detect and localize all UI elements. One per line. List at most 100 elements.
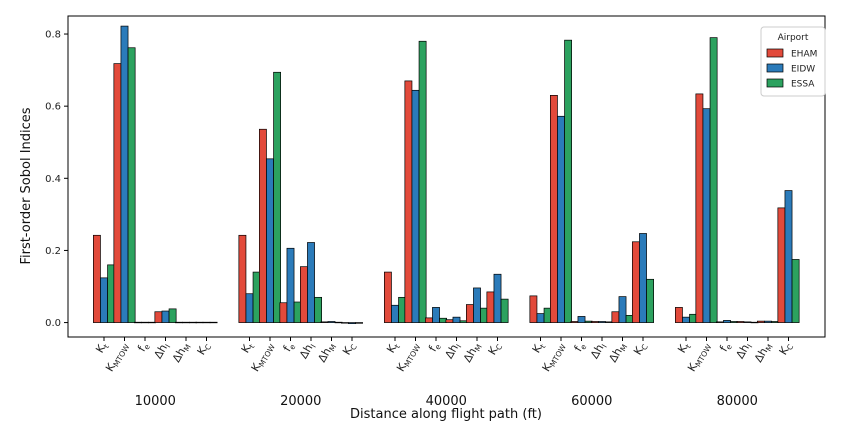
bar-eidw-60000-3 xyxy=(598,321,606,323)
bar-eidw-60000-0 xyxy=(536,313,545,323)
bar-essa-40000-5 xyxy=(500,298,509,323)
bar-eham-60000-2 xyxy=(570,321,579,323)
bar-eham-20000-0 xyxy=(238,234,247,323)
parameter-label: KMTOW xyxy=(540,339,569,374)
bar-eham-20000-4 xyxy=(320,321,329,323)
bar-eidw-10000-5 xyxy=(202,321,211,324)
bar-eham-80000-3 xyxy=(736,321,745,323)
bar-eham-60000-1 xyxy=(549,94,558,323)
bar-eidw-40000-5 xyxy=(493,273,502,323)
bar-eidw-40000-4 xyxy=(473,287,481,323)
bar-eidw-20000-2 xyxy=(286,247,295,323)
bar-eidw-20000-0 xyxy=(245,293,254,323)
y-tick-label: 0.0 xyxy=(45,318,61,329)
group-label-60000: 60000 xyxy=(571,394,612,409)
parameter-label: KC xyxy=(195,340,214,358)
bar-eidw-40000-1 xyxy=(411,89,420,323)
bar-eham-10000-2 xyxy=(134,321,142,324)
parameter-label: ΔhI xyxy=(588,340,609,362)
bar-essa-20000-3 xyxy=(314,296,322,323)
bars-layer xyxy=(92,25,800,325)
legend: Airport EHAM EIDW ESSA xyxy=(760,26,826,97)
bar-eham-40000-1 xyxy=(404,80,413,323)
parameter-label: KMTOW xyxy=(103,339,132,374)
group-label-80000: 80000 xyxy=(717,394,758,409)
parameter-label: ΔhI xyxy=(442,340,463,362)
bar-essa-10000-3 xyxy=(168,308,177,323)
parameter-label: ΔhM xyxy=(606,340,629,365)
bar-essa-20000-1 xyxy=(273,71,281,323)
legend-title: Airport xyxy=(778,33,809,43)
bar-eidw-10000-3 xyxy=(161,310,170,323)
bar-eham-80000-1 xyxy=(695,93,704,323)
parameter-label: KMTOW xyxy=(249,339,278,374)
parameter-label: ΔhM xyxy=(461,340,484,365)
bar-eidw-40000-2 xyxy=(432,307,440,323)
y-tick-label: 0.8 xyxy=(45,30,61,41)
bar-eham-10000-3 xyxy=(154,311,163,323)
bar-eham-80000-0 xyxy=(674,307,683,323)
bar-eham-40000-4 xyxy=(466,304,474,323)
y-tick-label: 0.2 xyxy=(45,246,61,257)
bar-eidw-80000-4 xyxy=(764,320,772,323)
parameter-label: KC xyxy=(777,340,796,358)
legend-label-eidw: EIDW xyxy=(791,65,815,75)
bar-eham-10000-0 xyxy=(92,234,101,323)
parameter-label: KMTOW xyxy=(685,339,714,374)
parameter-label: fe xyxy=(717,340,734,355)
parameter-label: Kt xyxy=(384,340,402,356)
y-axis-title: First-order Sobol Indices xyxy=(19,107,34,264)
bar-eham-60000-5 xyxy=(631,241,640,323)
y-tick-label: 0.4 xyxy=(45,174,61,185)
y-tick-label: 0.6 xyxy=(45,102,61,113)
bar-eidw-10000-4 xyxy=(182,321,190,324)
bar-eidw-10000-0 xyxy=(100,277,108,323)
bar-eham-80000-2 xyxy=(715,321,724,323)
bar-eidw-20000-3 xyxy=(307,242,315,323)
parameter-label: ΔhM xyxy=(752,340,775,365)
bar-eidw-80000-5 xyxy=(784,190,793,323)
bar-essa-60000-1 xyxy=(564,39,572,323)
bar-essa-40000-1 xyxy=(418,40,427,323)
bar-eidw-20000-1 xyxy=(266,158,274,323)
bar-eham-10000-4 xyxy=(175,321,183,324)
legend-label-essa: ESSA xyxy=(791,80,815,90)
parameter-label: KC xyxy=(486,340,505,358)
parameter-label: Kt xyxy=(530,340,548,356)
legend-swatch-essa xyxy=(766,78,784,88)
parameter-label: fe xyxy=(135,340,152,355)
bar-eham-40000-5 xyxy=(486,291,495,323)
bar-eidw-60000-1 xyxy=(557,115,565,323)
parameter-label: ΔhI xyxy=(151,340,172,362)
bar-eidw-10000-1 xyxy=(120,25,129,323)
legend-label-eham: EHAM xyxy=(791,50,817,60)
legend-swatch-eham xyxy=(766,48,784,58)
x-axis-title: Distance along flight path (ft) xyxy=(350,407,542,422)
bar-eidw-80000-3 xyxy=(743,321,752,323)
parameter-label: Kt xyxy=(93,340,111,356)
bar-eham-10000-1 xyxy=(113,63,122,323)
bar-eham-20000-2 xyxy=(279,302,288,323)
bar-eidw-20000-5 xyxy=(348,322,356,325)
bar-eham-20000-5 xyxy=(341,322,349,324)
parameter-label: Kt xyxy=(239,340,257,356)
bar-eham-80000-4 xyxy=(756,320,765,323)
bar-eham-80000-5 xyxy=(777,207,786,323)
bar-eham-60000-4 xyxy=(611,311,620,323)
bar-eidw-40000-3 xyxy=(452,316,461,323)
parameter-label: ΔhM xyxy=(315,340,338,365)
bar-eham-40000-0 xyxy=(384,271,392,323)
bar-essa-80000-1 xyxy=(709,37,718,323)
bar-essa-10000-1 xyxy=(127,47,136,323)
bar-eidw-40000-0 xyxy=(391,304,399,323)
bar-essa-10000-5 xyxy=(209,321,218,324)
group-label-10000: 10000 xyxy=(135,394,176,409)
parameter-label: KMTOW xyxy=(394,339,423,374)
parameter-label: ΔhM xyxy=(170,340,193,365)
parameter-label: fe xyxy=(281,340,298,355)
bar-eidw-80000-2 xyxy=(723,320,731,323)
bar-eham-40000-2 xyxy=(425,317,433,323)
bar-eham-60000-0 xyxy=(529,295,538,323)
